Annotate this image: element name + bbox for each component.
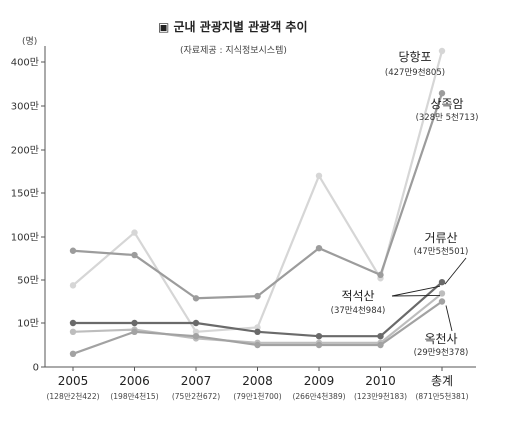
series-name-label: 옥천사 — [424, 331, 457, 346]
data-point — [192, 295, 200, 302]
series-layer — [69, 47, 446, 357]
x-category-total: (871만5천381) — [415, 391, 468, 401]
data-point — [69, 282, 77, 289]
x-axis-labels: 2005 (128만2천422) 2006 (198만4천15) 2007 (75만2천6… — [46, 367, 469, 401]
x-category-total: (128만2천422) — [46, 391, 99, 401]
x-category-total: (266만4천389) — [292, 391, 345, 401]
callout-leader-line — [444, 257, 467, 285]
series-line — [72, 92, 444, 300]
x-category-label: 2007 — [181, 374, 212, 388]
callout-leader-line — [391, 294, 441, 297]
data-point — [254, 292, 261, 300]
series-line — [72, 50, 444, 333]
data-point — [254, 324, 261, 331]
data-point — [377, 271, 384, 279]
series-name-label: 적석산 — [341, 289, 374, 303]
chart-title: ▣ 군내 관광지별 관광객 추이 — [158, 19, 308, 34]
callout-leader-line — [445, 305, 453, 332]
data-point — [131, 251, 138, 259]
data-point — [438, 298, 446, 305]
data-point — [69, 319, 77, 327]
data-point — [438, 90, 446, 97]
x-category-label: 2005 — [58, 374, 89, 388]
data-point — [315, 341, 323, 349]
data-point — [438, 47, 446, 55]
series-total-label: (47만5천501) — [414, 246, 469, 257]
data-point — [192, 333, 200, 340]
series-name-label: 당항포 — [398, 50, 431, 64]
series-callouts: 당항포 (427만9천805) 상족암(328만 5천713) 거류산(47만5천50… — [331, 50, 479, 358]
data-point — [315, 244, 323, 252]
y-tick-label: 10만 — [17, 318, 39, 330]
data-point — [69, 328, 77, 335]
data-point — [438, 290, 446, 297]
y-tick-label: 0 — [33, 363, 39, 374]
x-category-label: 2009 — [304, 374, 335, 388]
data-point — [438, 278, 446, 286]
data-point — [69, 247, 77, 254]
x-category-total: (198만4천15) — [110, 391, 158, 401]
y-tick-label: 400만 — [11, 57, 39, 69]
x-category-total: (75만2천672) — [172, 391, 220, 401]
y-tick-label: 300만 — [11, 101, 39, 113]
y-axis-ticks: 0 10만 50만 100만 150만 200만 300만 400만 — [11, 57, 45, 374]
series-name-label: 상족암 — [430, 97, 463, 111]
data-point — [69, 350, 77, 357]
x-category-label: 2010 — [365, 374, 396, 388]
x-category-total: (123만9천183) — [354, 391, 407, 401]
data-point — [192, 328, 200, 335]
data-point — [377, 341, 384, 349]
data-point — [315, 172, 323, 179]
x-category-label: 2006 — [119, 374, 150, 388]
y-tick-label: 50만 — [17, 275, 39, 287]
y-tick-label: 150만 — [11, 188, 39, 200]
series-total-label: (427만9천805) — [385, 67, 445, 78]
series-name-label: 거류산 — [424, 231, 457, 245]
data-point — [131, 229, 138, 236]
x-category-total: (79만1천700) — [233, 391, 281, 401]
data-point — [131, 328, 138, 335]
y-tick-label: 200만 — [11, 145, 39, 157]
y-axis-unit: (명) — [22, 36, 37, 47]
series-line — [72, 292, 443, 344]
series-total-label: (37만4천984) — [331, 305, 386, 316]
data-point — [377, 333, 384, 340]
data-point — [254, 341, 261, 349]
x-category-label: 총계 — [431, 374, 453, 388]
series-total-label: (29만9천378) — [414, 347, 469, 358]
data-point — [131, 319, 138, 327]
data-point — [192, 319, 200, 327]
x-category-label: 2008 — [242, 374, 273, 388]
series-total-label: (328만 5천713) — [416, 112, 479, 123]
data-point — [254, 328, 261, 335]
y-tick-label: 100만 — [11, 232, 39, 244]
chart-subtitle: (자료제공 : 지식정보시스템) — [180, 44, 287, 56]
callout-leader-line — [391, 285, 441, 297]
data-point — [315, 333, 323, 340]
